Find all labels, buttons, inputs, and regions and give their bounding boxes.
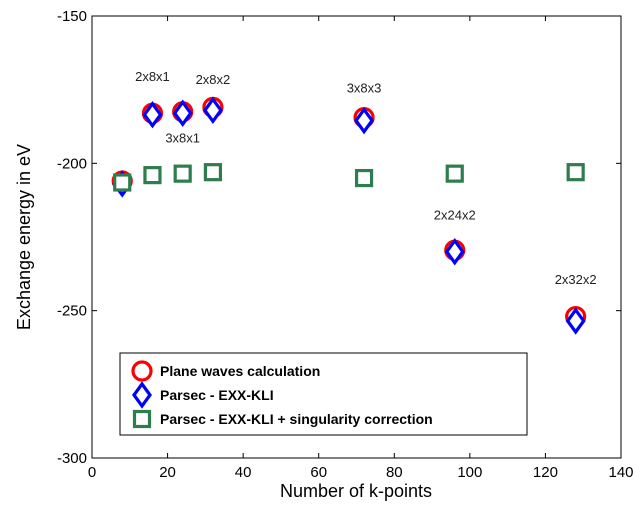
legend-square-marker [132, 409, 152, 429]
point-annotation: 3x8x3 [347, 81, 382, 96]
axis-ticks [91, 15, 622, 459]
legend-box [119, 352, 528, 436]
legend-label: Parsec - EXX-KLI [160, 387, 274, 403]
legend-items: Plane waves calculation Parsec - EXX-KLI P… [131, 360, 433, 429]
x-tick-label: 20 [159, 464, 176, 481]
square-data-point [445, 164, 464, 183]
diamond-data-point [565, 307, 586, 335]
y-tick-label: -300 [57, 450, 87, 467]
x-axis-title: Number of k-points [280, 481, 432, 501]
square-data-point [354, 168, 374, 188]
point-annotation: 2x32x2 [555, 272, 597, 287]
square-data-point [203, 163, 223, 182]
data-markers [111, 96, 587, 335]
x-tick-label: 60 [310, 464, 327, 481]
x-tick-label: 100 [457, 464, 482, 481]
legend-diamond-marker [132, 381, 152, 409]
diamond-data-point [172, 99, 193, 127]
x-tick-label: 80 [386, 464, 403, 481]
point-annotation: 3x8x1 [165, 131, 200, 146]
legend: Plane waves calculation Parsec - EXX-KLI P… [119, 352, 528, 436]
x-tick-label: 40 [235, 464, 252, 481]
legend-label: Plane waves calculation [160, 363, 320, 379]
square-data-point [113, 173, 132, 192]
diamond-data-point [354, 106, 375, 135]
y-axis-title: Exchange energy in eV [14, 144, 34, 330]
square-data-point [143, 166, 162, 185]
x-tick-label: 120 [533, 464, 558, 481]
diamond-data-point [142, 100, 163, 129]
axis-tick-labels: 0 20 40 60 80 100 120 140 -300 -250 -200 -150 [57, 8, 634, 481]
point-annotation: 2x8x2 [196, 72, 231, 87]
y-tick-label: -250 [57, 303, 87, 320]
x-tick-label: 0 [88, 464, 96, 481]
legend-label: Parsec - EXX-KLI + singularity correctio… [160, 411, 433, 427]
diamond-data-point [444, 238, 465, 266]
x-tick-label: 140 [608, 464, 633, 481]
square-data-point [566, 163, 585, 182]
y-tick-label: -200 [57, 155, 87, 172]
point-annotation: 2x24x2 [434, 207, 476, 222]
point-annotation: 2x8x1 [135, 69, 170, 84]
y-tick-label: -150 [57, 8, 87, 25]
square-data-point [173, 164, 192, 183]
legend-circle-marker [131, 360, 153, 382]
point-annotations: 2x8x1 2x8x2 3x8x1 3x8x3 2x24x2 2x32x2 [135, 69, 597, 287]
diamond-data-point [202, 96, 223, 125]
